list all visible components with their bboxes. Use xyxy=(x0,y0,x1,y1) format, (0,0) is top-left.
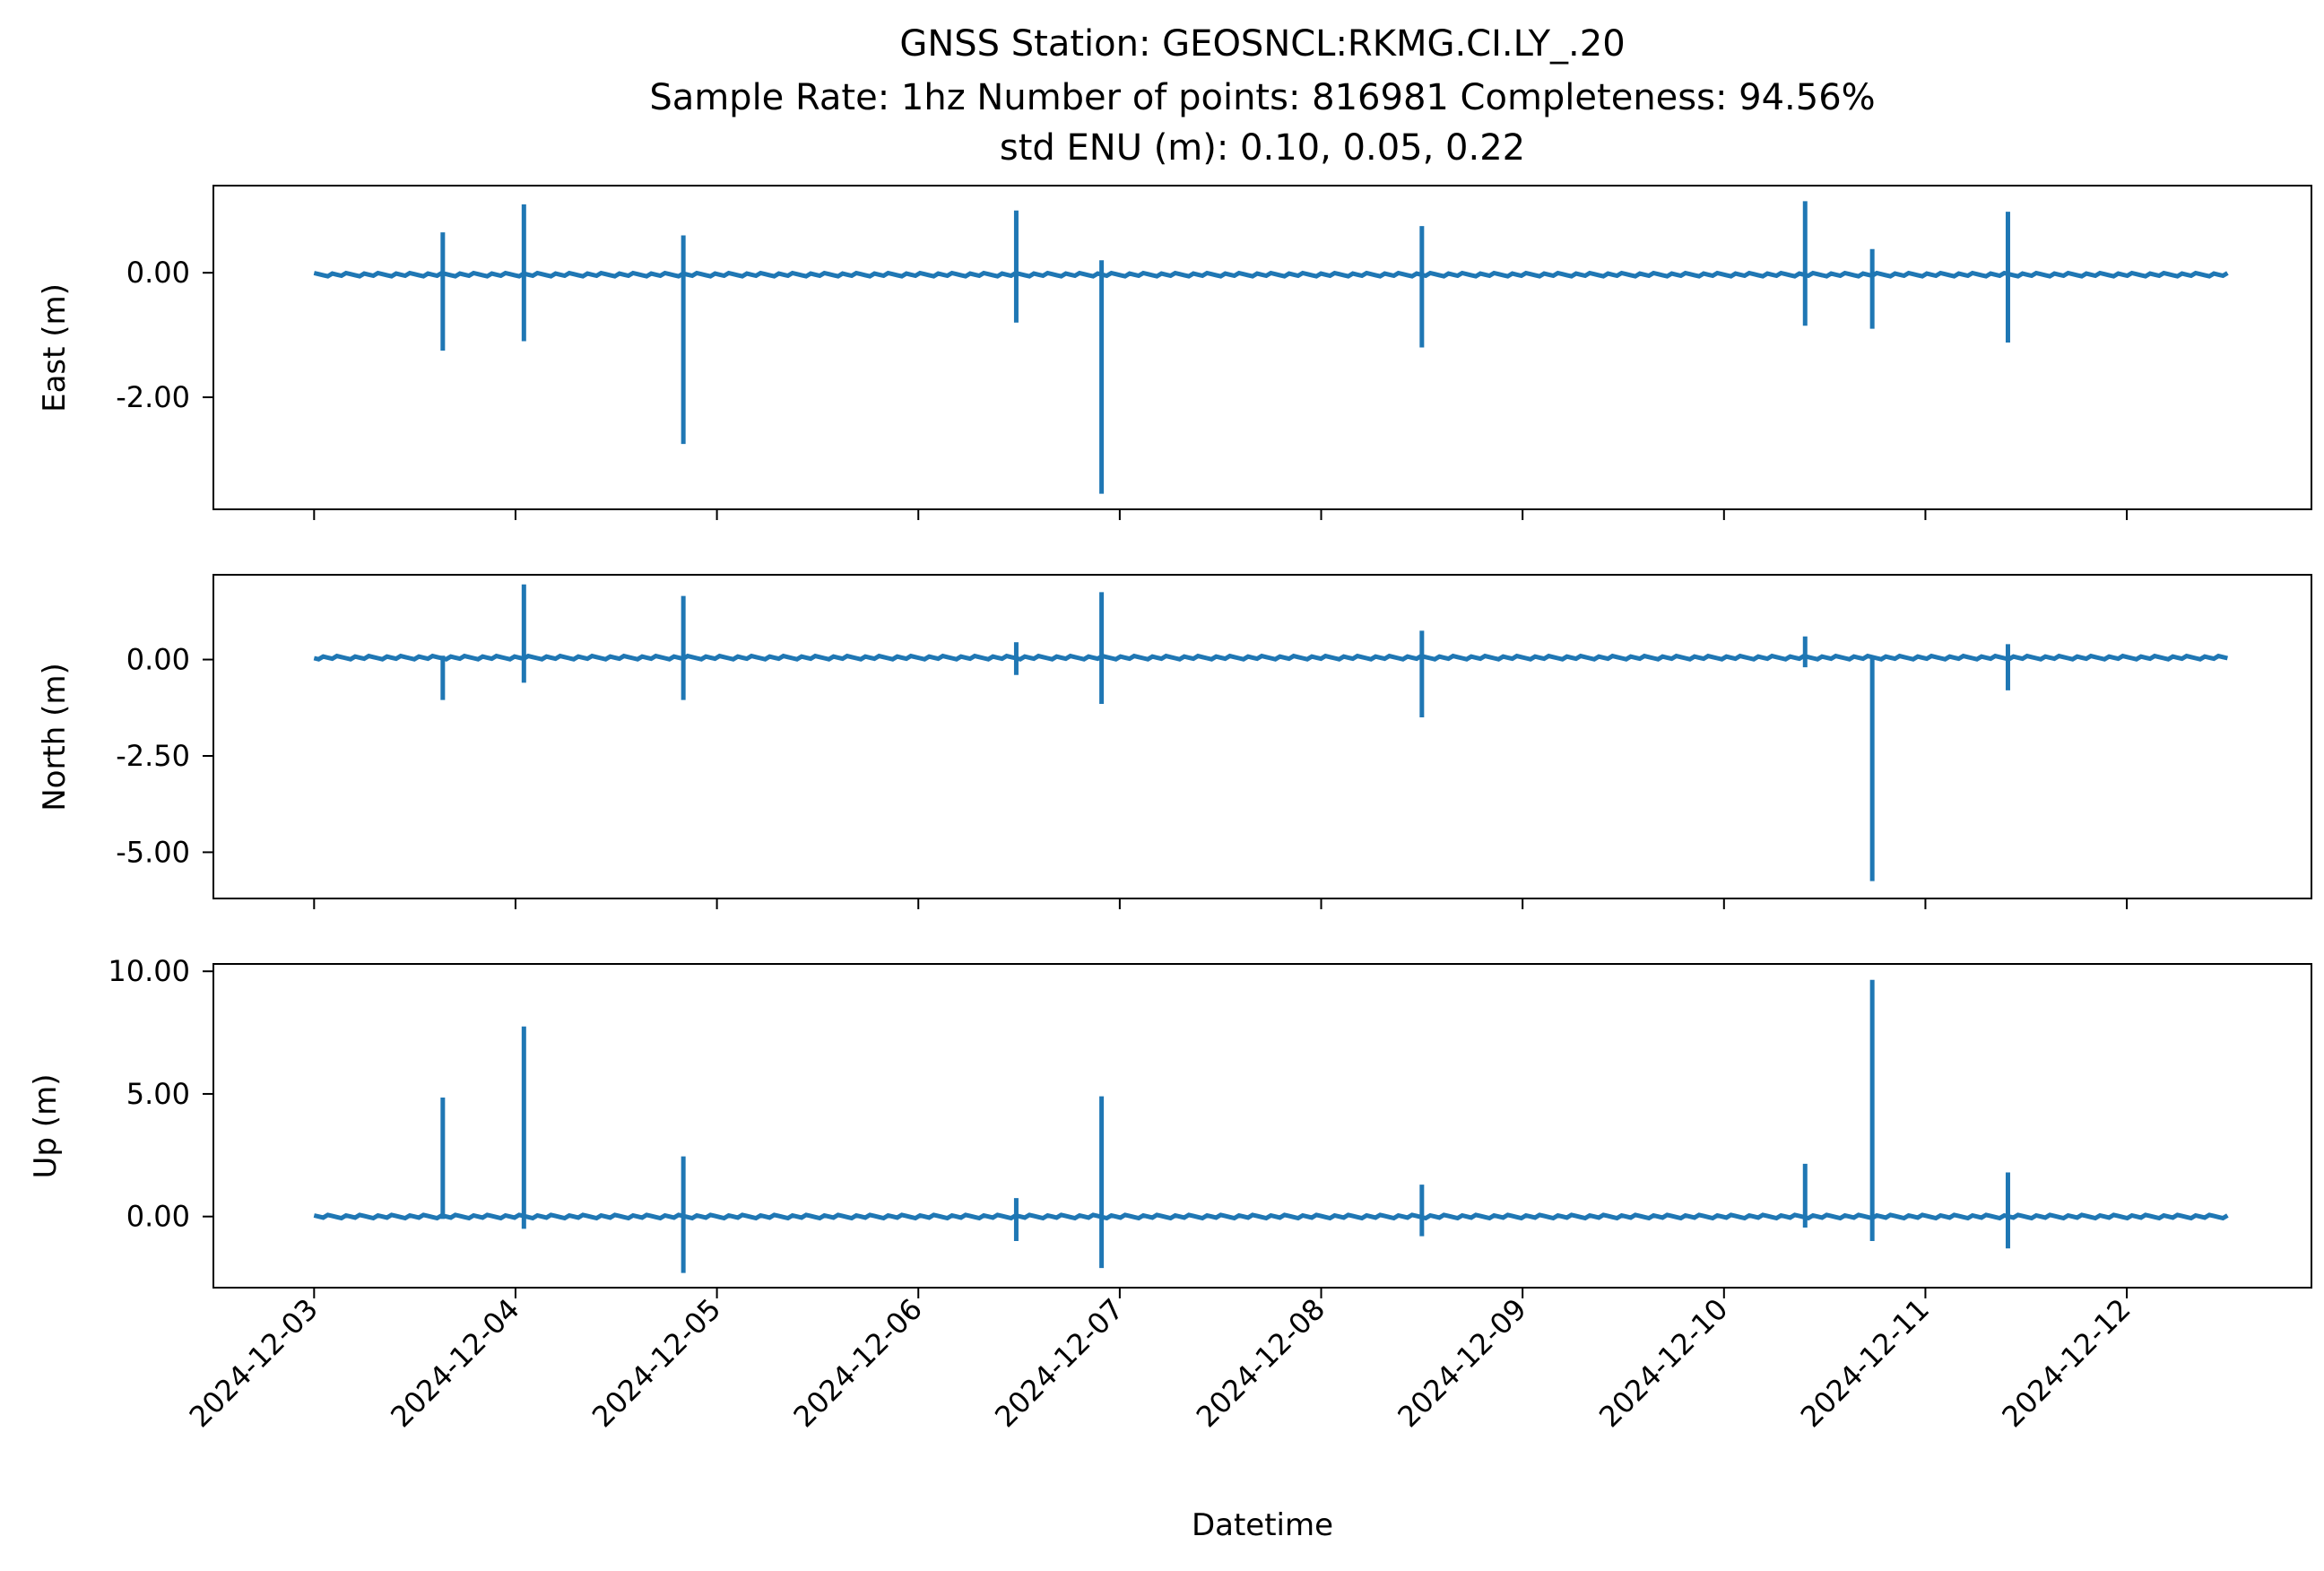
series-line xyxy=(313,1212,2229,1221)
north-y-axis-label: North (m) xyxy=(37,663,73,812)
y-tick-label: -2.50 xyxy=(116,739,190,773)
x-axis-label: Datetime xyxy=(1192,1507,1333,1543)
y-tick-label: 0.00 xyxy=(126,256,190,290)
up-y-axis-label: Up (m) xyxy=(28,1074,64,1179)
chart-subtitle: Sample Rate: 1hz Number of points: 81698… xyxy=(649,77,1875,118)
y-tick-label: 5.00 xyxy=(126,1077,190,1111)
series-line xyxy=(313,270,2229,279)
north-panel: North (m) 0.00 -2.50 -5.00 xyxy=(37,574,2312,909)
east-y-axis-label: East (m) xyxy=(37,283,73,412)
chart-title: GNSS Station: GEOSNCL:RKMG.CI.LY_.20 xyxy=(899,23,1625,65)
y-tick-label: -5.00 xyxy=(116,835,190,869)
plot-frame xyxy=(212,574,2312,899)
y-tick-label: 0.00 xyxy=(126,1200,190,1234)
series-line xyxy=(313,653,2228,662)
east-panel: East (m) 0.00 -2.00 xyxy=(37,185,2312,520)
plot-frame xyxy=(212,963,2312,1289)
chart-subtitle-2: std ENU (m): 0.10, 0.05, 0.22 xyxy=(1000,127,1525,169)
y-tick-label: -2.00 xyxy=(116,380,190,414)
up-panel: Up (m) 10.00 5.00 0.00 xyxy=(28,954,2312,1298)
y-tick-label: 0.00 xyxy=(126,643,190,677)
y-tick-label: 10.00 xyxy=(108,954,190,988)
plot-frame xyxy=(212,185,2312,510)
